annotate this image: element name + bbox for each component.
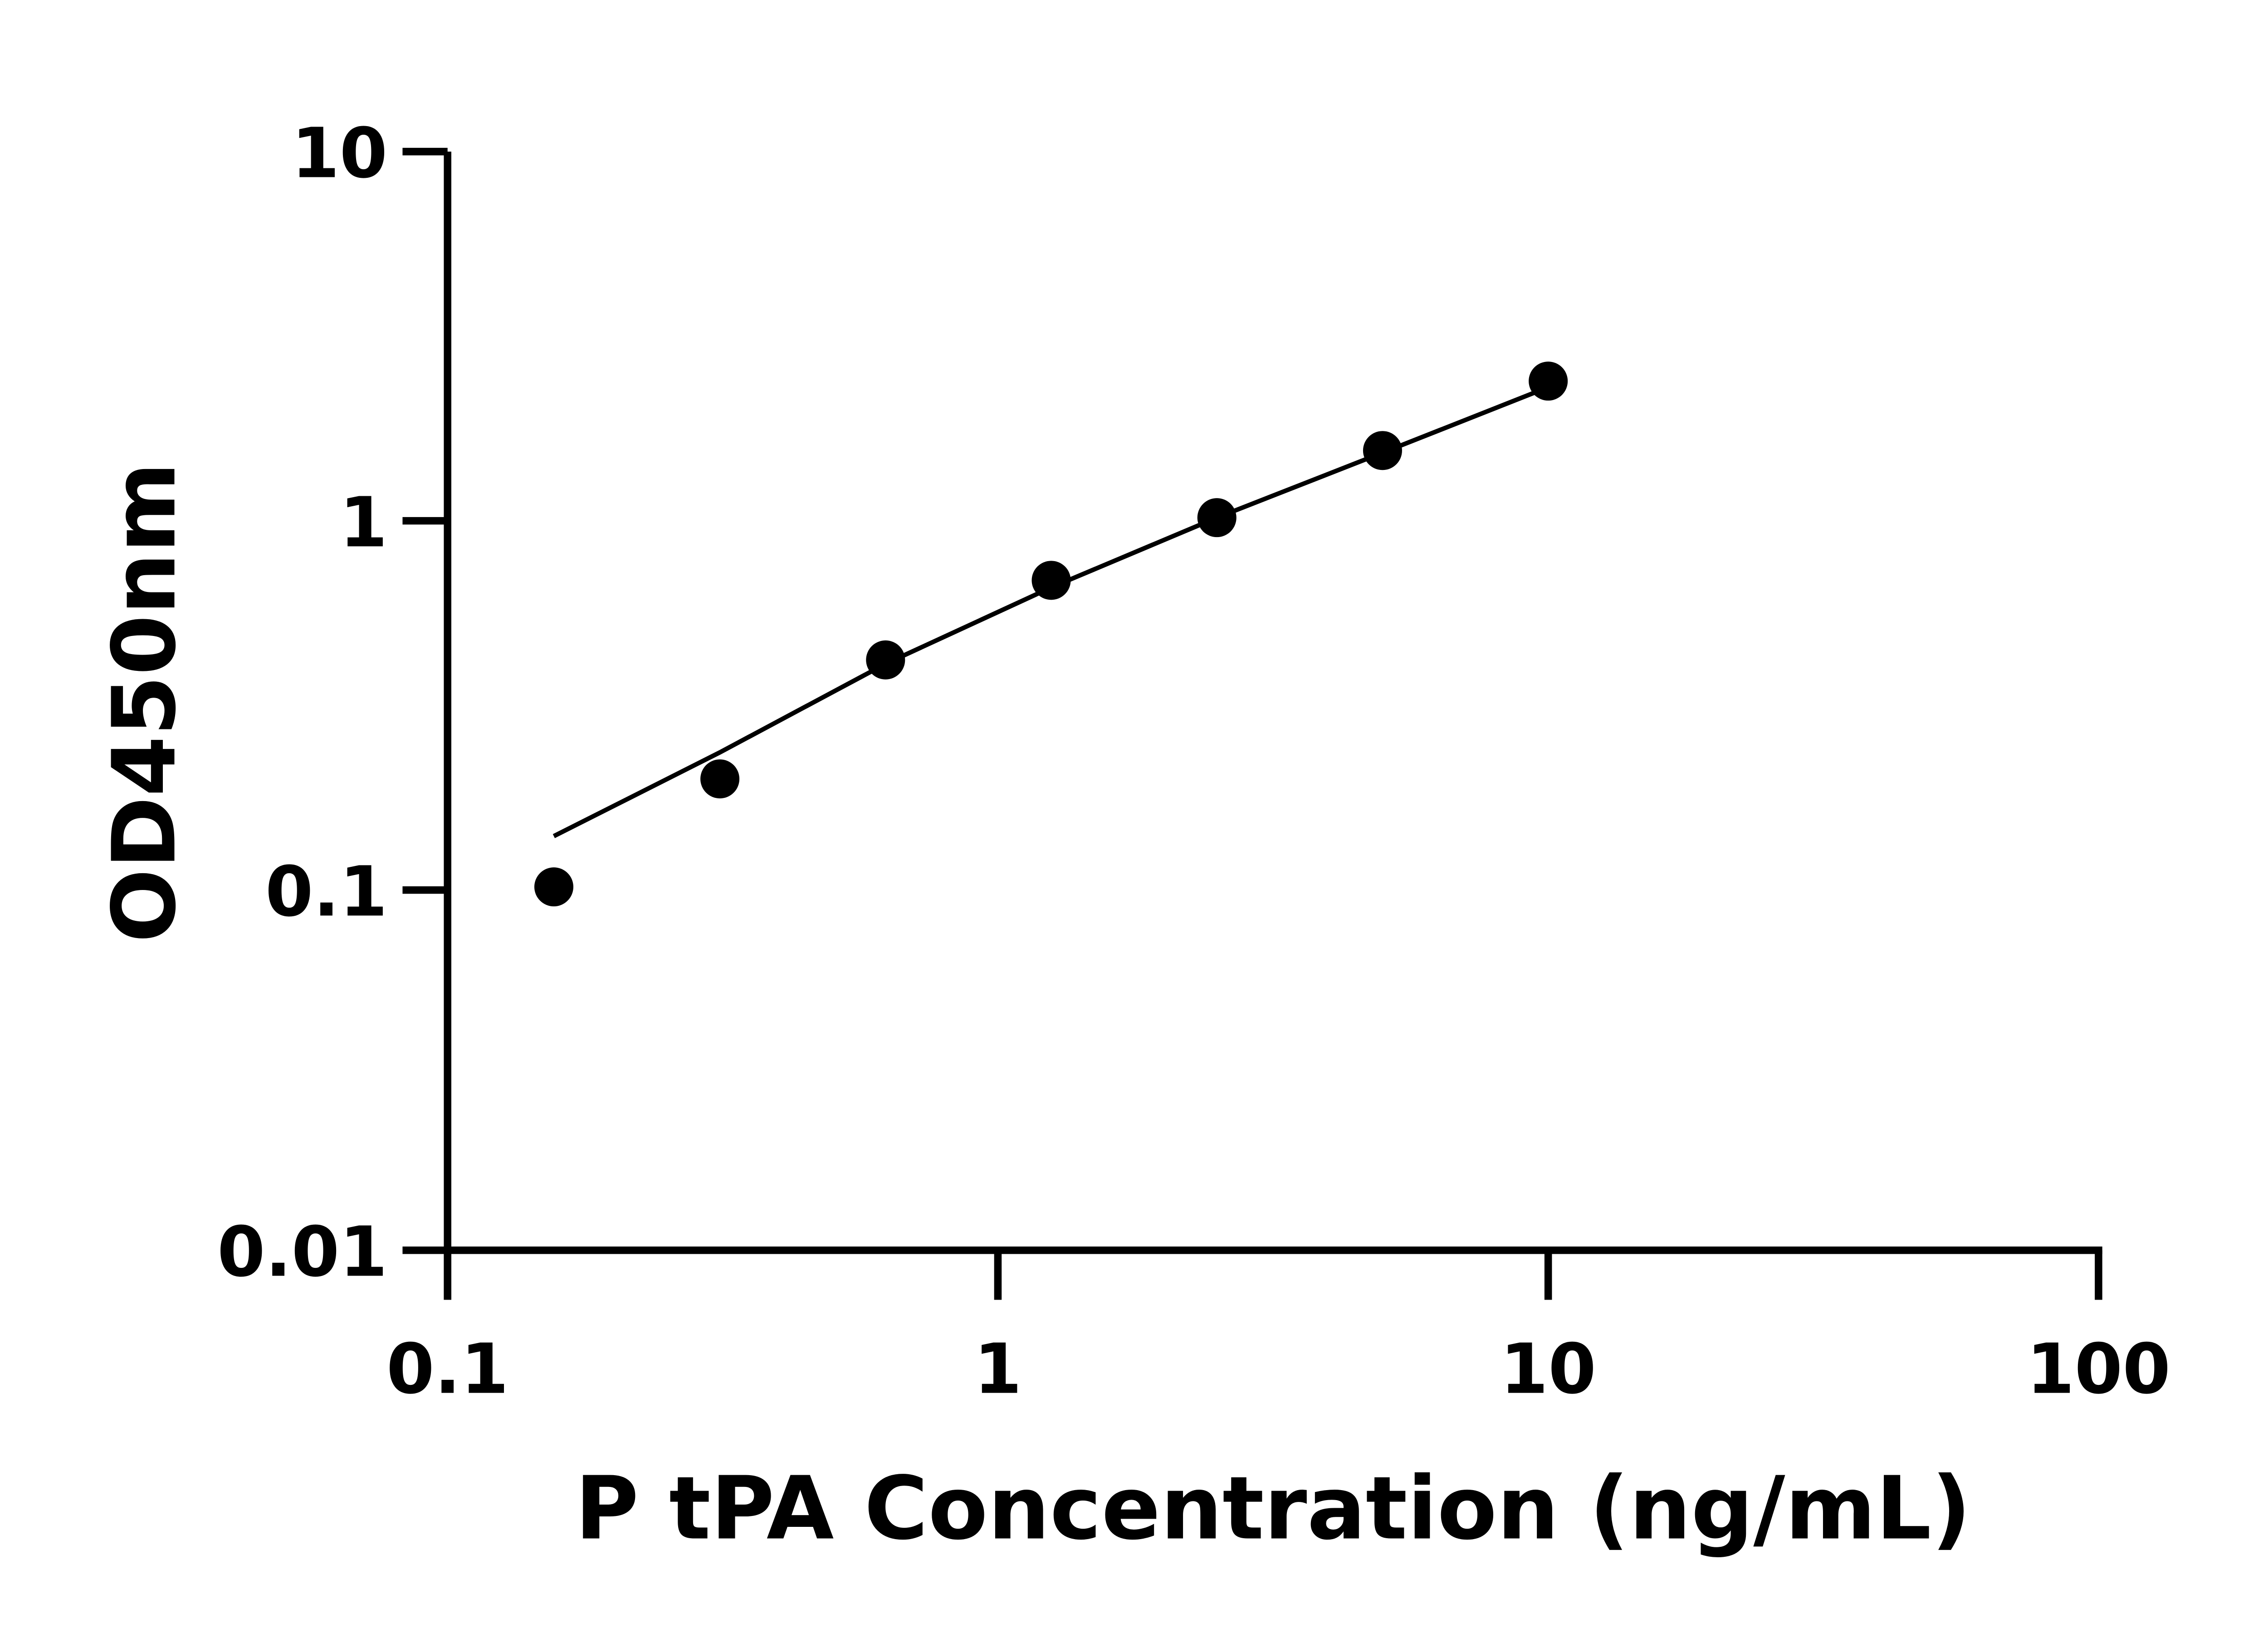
x-tick-label: 1 (974, 1329, 1022, 1409)
axes: 0.1 1 10 100 10 1 0.1 0.01 (217, 113, 2170, 1409)
x-tick-label: 100 (2027, 1329, 2171, 1409)
data-point (534, 867, 574, 907)
y-axis-title: OD450nm (94, 462, 195, 943)
data-point (1197, 498, 1237, 538)
y-tick-label: 0.1 (265, 851, 388, 932)
data-point (1031, 561, 1071, 600)
y-tick-label: 10 (292, 113, 388, 193)
data-point (1529, 362, 1568, 401)
data-point (866, 640, 905, 680)
data-points (534, 362, 1568, 907)
x-axis-title: P tPA Concentration (ng/mL) (575, 1458, 1971, 1560)
y-tick-label: 0.01 (217, 1212, 388, 1292)
x-tick-label: 0.1 (386, 1329, 509, 1409)
data-point (700, 759, 740, 799)
data-point (1363, 431, 1402, 470)
x-tick-label: 10 (1500, 1329, 1596, 1409)
y-tick-label: 1 (339, 482, 387, 562)
